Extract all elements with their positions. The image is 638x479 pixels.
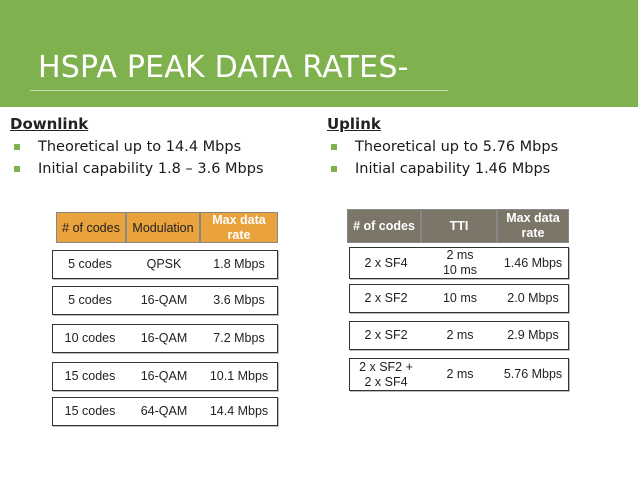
- table-cell: 2.0 Mbps: [507, 291, 559, 305]
- header-cell: # of codes: [56, 212, 126, 243]
- table-row: 10 codes 16-QAM 7.2 Mbps: [52, 324, 278, 353]
- table-cell: 7.2 Mbps: [213, 331, 265, 345]
- table-cell: 2 ms: [446, 328, 474, 342]
- uplink-bullet: Initial capability 1.46 Mbps: [327, 158, 558, 180]
- square-bullet-icon: [331, 166, 337, 172]
- title-banner: [0, 0, 638, 107]
- uplink-bullet-list: Theoretical up to 5.76 Mbps Initial capa…: [327, 136, 558, 180]
- table-cell: 16-QAM: [140, 331, 188, 345]
- table-cell: 15 codes: [64, 369, 116, 383]
- table-cell: 5 codes: [68, 293, 112, 307]
- title-underline: [30, 90, 448, 91]
- bullet-text: Theoretical up to 5.76 Mbps: [355, 139, 559, 155]
- table-cell: 10 ms: [442, 291, 478, 305]
- table-cell: 64-QAM: [140, 404, 188, 418]
- table-cell: 15 codes: [64, 404, 116, 418]
- uplink-section: Uplink Theoretical up to 5.76 Mbps Initi…: [327, 115, 558, 180]
- header-cell: TTI: [421, 209, 497, 243]
- square-bullet-icon: [331, 144, 337, 150]
- table-cell: 14.4 Mbps: [209, 404, 269, 418]
- table-cell: 5.76 Mbps: [503, 367, 563, 381]
- table-cell: 2 x SF2: [364, 328, 408, 342]
- table-cell: 2 x SF2: [364, 291, 408, 305]
- bullet-text: Theoretical up to 14.4 Mbps: [38, 139, 242, 155]
- square-bullet-icon: [14, 166, 20, 172]
- uplink-bullet: Theoretical up to 5.76 Mbps: [327, 136, 558, 158]
- table-cell: QPSK: [146, 257, 182, 271]
- header-cell: Max data rate: [497, 209, 569, 243]
- table-cell: 1.8 Mbps: [213, 257, 265, 271]
- table-cell: 5 codes: [68, 257, 112, 271]
- downlink-heading: Downlink: [10, 115, 89, 133]
- table-row: 2 x SF2 10 ms 2.0 Mbps: [349, 284, 569, 313]
- square-bullet-icon: [14, 144, 20, 150]
- table-header: # of codes Modulation Max data rate: [56, 212, 278, 243]
- header-cell: Modulation: [126, 212, 200, 243]
- table-row: 2 x SF2 2 ms 2.9 Mbps: [349, 321, 569, 350]
- table-row: 15 codes 64-QAM 14.4 Mbps: [52, 397, 278, 426]
- table-row: 15 codes 16-QAM 10.1 Mbps: [52, 362, 278, 391]
- downlink-bullet-list: Theoretical up to 14.4 Mbps Initial capa…: [10, 136, 264, 180]
- table-cell: 2 x SF4: [364, 255, 408, 270]
- downlink-section: Downlink Theoretical up to 14.4 Mbps Ini…: [10, 115, 264, 180]
- downlink-bullet: Initial capability 1.8 – 3.6 Mbps: [10, 158, 264, 180]
- table-cell: 1.46 Mbps: [503, 255, 563, 270]
- table-cell: 3.6 Mbps: [213, 293, 265, 307]
- table-row: 5 codes QPSK 1.8 Mbps: [52, 250, 278, 279]
- uplink-heading: Uplink: [327, 115, 381, 133]
- table-header: # of codes TTI Max data rate: [347, 209, 569, 243]
- header-cell: # of codes: [347, 209, 421, 243]
- bullet-text: Initial capability 1.46 Mbps: [355, 161, 551, 177]
- table-cell: 2.9 Mbps: [507, 328, 559, 342]
- table-cell: 2 ms: [446, 367, 474, 381]
- table-cell: 2 x SF2 + 2 x SF4: [359, 359, 413, 389]
- table-cell: 10.1 Mbps: [209, 369, 269, 383]
- table-cell: 16-QAM: [140, 369, 188, 383]
- downlink-bullet: Theoretical up to 14.4 Mbps: [10, 136, 264, 158]
- table-row: 2 x SF2 + 2 x SF4 2 ms 5.76 Mbps: [349, 358, 569, 391]
- table-row: 5 codes 16-QAM 3.6 Mbps: [52, 286, 278, 315]
- slide-title: HSPA PEAK DATA RATES-: [38, 50, 409, 85]
- header-cell: Max data rate: [200, 212, 278, 243]
- table-cell: 16-QAM: [140, 293, 188, 307]
- table-cell: 2 ms 10 ms: [442, 248, 478, 277]
- table-row: 2 x SF4 2 ms 10 ms 1.46 Mbps: [349, 247, 569, 279]
- bullet-text: Initial capability 1.8 – 3.6 Mbps: [38, 161, 264, 177]
- table-cell: 10 codes: [64, 331, 116, 345]
